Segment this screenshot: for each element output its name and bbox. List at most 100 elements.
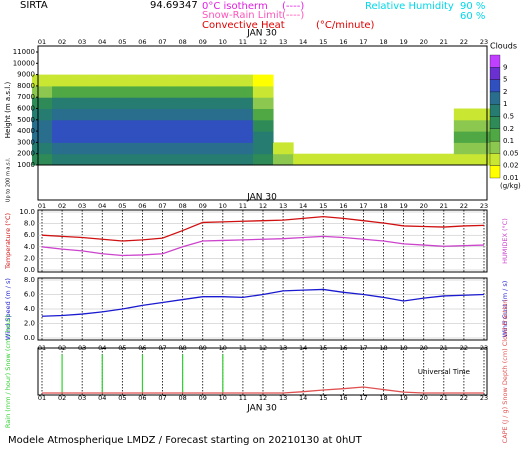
x-tick-label: 08 <box>178 394 186 402</box>
cloud-cell <box>92 119 113 132</box>
cloud-cell <box>212 142 234 155</box>
y-tick-label: 6000 <box>17 105 35 113</box>
x-tick-label: 07 <box>158 38 166 46</box>
cloud-cell <box>453 108 475 121</box>
x-tick-label: 06 <box>138 344 146 352</box>
rh-level: 90 % <box>460 1 485 12</box>
y-tick-label: 10.0 <box>19 208 35 216</box>
x-tick-label: 09 <box>199 344 207 352</box>
cloud-cell <box>152 131 174 143</box>
legend-style: (°C/minute) <box>316 20 375 31</box>
x-tick-label: 22 <box>460 344 468 352</box>
x-tick-label: 11 <box>239 394 247 402</box>
y-tick-label: 8000 <box>17 82 35 90</box>
x-tick-label: 08 <box>178 38 186 46</box>
x-tick-label: 23 <box>480 344 488 352</box>
colorbar-label: 5 <box>503 76 507 84</box>
cloud-cell <box>232 108 254 121</box>
cloud-cell <box>72 108 93 121</box>
cloud-cell <box>112 119 133 132</box>
y2-axis-label: Wind Gust (m / s) <box>501 281 509 338</box>
legend-label: Convective Heat <box>202 20 285 31</box>
x-tick-label: 13 <box>279 202 287 210</box>
cloud-cell <box>132 153 153 166</box>
x-tick-label: 20 <box>420 38 428 46</box>
x-tick-label: 07 <box>158 344 166 352</box>
x-tick-label: 20 <box>420 202 428 210</box>
legend-style: (----) <box>282 1 304 12</box>
y-tick-label: 4.0 <box>24 243 35 251</box>
cloud-cell <box>453 119 475 132</box>
date-label: JAN 30 <box>246 29 277 39</box>
x-tick-label: 12 <box>259 202 267 210</box>
colorbar-label: 0.02 <box>503 162 519 170</box>
cloud-cell <box>92 153 113 166</box>
cloud-cell <box>112 85 133 98</box>
colorbar-swatch <box>489 79 501 93</box>
x-tick-label: 06 <box>138 202 146 210</box>
colorbar-swatch <box>489 67 501 80</box>
cloud-cell <box>232 119 254 132</box>
cloud-cell <box>52 85 73 98</box>
cloud-cell <box>152 108 174 121</box>
cloud-cell <box>192 131 214 143</box>
y-tick-label: 9000 <box>17 71 35 79</box>
colorbar-label: 0.1 <box>503 137 514 145</box>
cloud-cell <box>212 119 234 132</box>
colorbar-label: 0.01 <box>503 174 519 182</box>
x-tick-label: 01 <box>38 394 46 402</box>
x-tick-label: 19 <box>399 38 407 46</box>
x-tick-label: 02 <box>58 38 66 46</box>
x-tick-label: 13 <box>279 394 287 402</box>
colorbar-label: 0.2 <box>503 125 514 133</box>
x-tick-label: 18 <box>379 344 387 352</box>
cloud-cell <box>112 142 133 155</box>
y-tick-label: 11000 <box>13 48 35 56</box>
cloud-cell <box>172 131 194 143</box>
x-tick-label: 09 <box>199 38 207 46</box>
cloud-cell <box>252 97 274 109</box>
cloud-cell <box>252 119 274 132</box>
cloud-cell <box>72 119 93 132</box>
rain-bar <box>141 354 144 393</box>
cloud-cell <box>152 153 174 166</box>
cloud-cell <box>72 142 93 155</box>
cloud-cell <box>92 85 113 98</box>
cloud-cell <box>232 74 254 87</box>
cloud-cell <box>192 119 214 132</box>
cloud-cell <box>192 142 214 155</box>
cloud-cell <box>453 131 475 143</box>
series-line <box>42 386 484 394</box>
cloud-cell <box>172 108 194 121</box>
x-tick-label: 15 <box>319 344 327 352</box>
x-tick-label: 23 <box>480 202 488 210</box>
colorbar-label: 2 <box>503 88 507 96</box>
y-tick-label: 2.0 <box>24 320 35 328</box>
cloud-cell <box>132 142 153 155</box>
colorbar-swatch <box>489 153 501 166</box>
x-tick-label: 04 <box>98 344 106 352</box>
legend-label: 0°C isotherm <box>202 1 268 12</box>
cloud-cell <box>72 85 93 98</box>
x-tick-label: 04 <box>98 394 106 402</box>
y-tick-label: 4.0 <box>24 305 35 313</box>
y-tick-label: 2000 <box>17 150 35 158</box>
cloud-cell <box>413 153 435 166</box>
x-tick-label: 03 <box>78 344 86 352</box>
cloud-cell <box>252 142 274 155</box>
x-tick-label: 16 <box>339 344 347 352</box>
x-tick-label: 21 <box>440 38 448 46</box>
rain-bar <box>61 354 63 393</box>
cloud-cell <box>132 97 153 109</box>
frame <box>37 347 488 396</box>
x-tick-label: 05 <box>118 344 126 352</box>
cloud-cell <box>31 131 53 143</box>
cloud-cell <box>172 153 194 166</box>
x-tick-label: 12 <box>259 344 267 352</box>
series-line <box>41 288 485 317</box>
x-tick-label: 05 <box>118 394 126 402</box>
cloud-cell <box>92 108 113 121</box>
colorbar-swatch <box>489 91 501 105</box>
cloud-cell <box>112 108 133 121</box>
x-tick-label: 12 <box>259 394 267 402</box>
